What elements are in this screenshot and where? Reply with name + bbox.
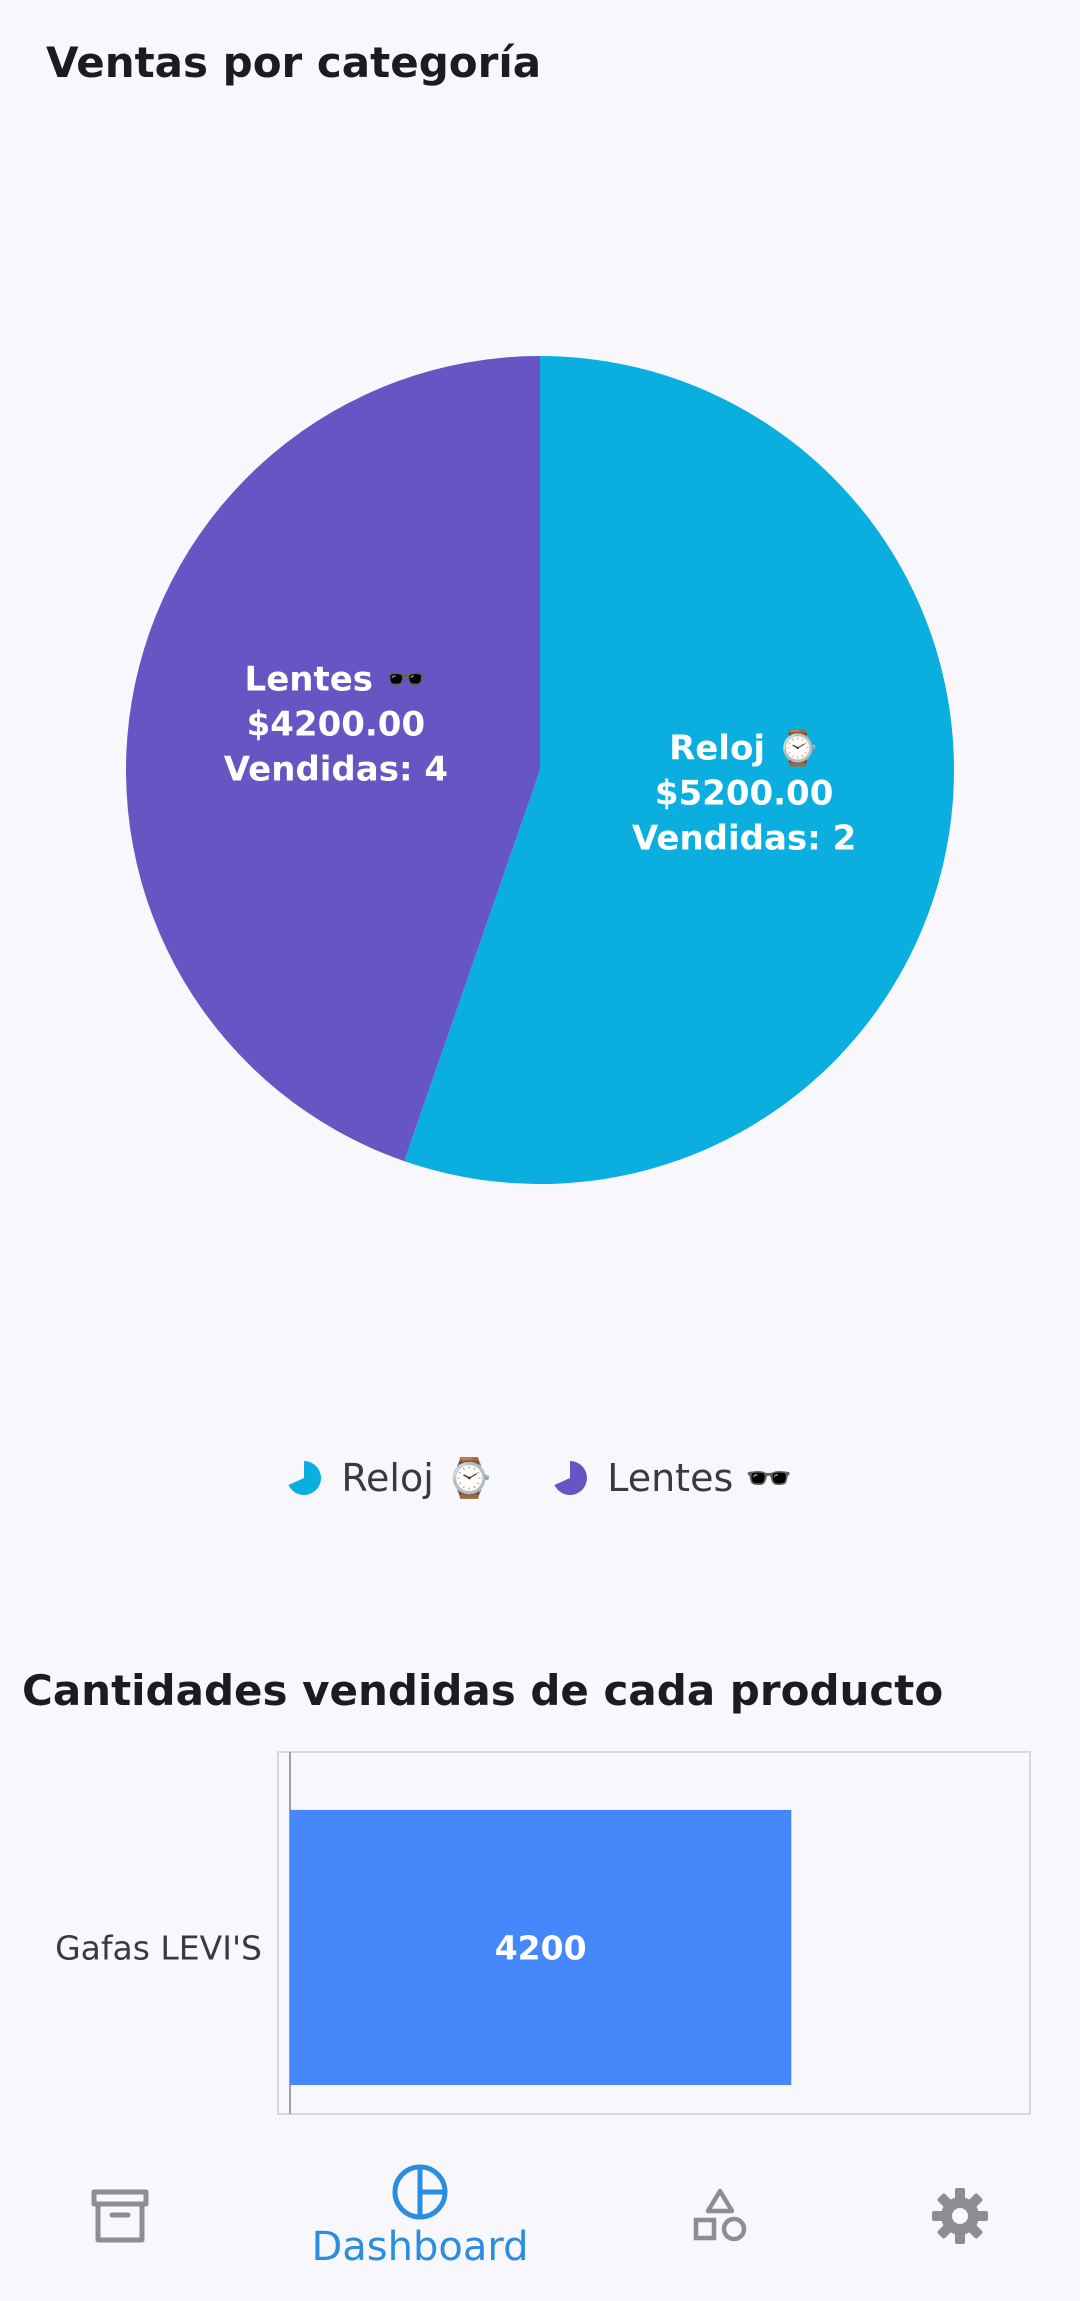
legend-label-lentes: Lentes 🕶️: [607, 1455, 793, 1500]
legend-pie-icon: [554, 1461, 588, 1495]
nav-item-dashboard[interactable]: Dashboard: [290, 2130, 550, 2301]
bar-chart[interactable]: 4200 Gafas LEVI'S: [0, 1740, 1080, 2120]
pie-label-line: Vendidas: 2: [632, 818, 856, 858]
bar-value-label-0: 4200: [495, 1928, 587, 1967]
shapes-icon: [693, 2188, 747, 2241]
pie-label-line: Lentes 🕶️: [245, 660, 428, 700]
bar-plot-frame: [277, 1751, 1031, 2115]
nav-item-settings[interactable]: [900, 2130, 1020, 2301]
bottom-navigation: Dashboard: [0, 2130, 1080, 2301]
pie-slice-1[interactable]: [125, 356, 540, 1162]
legend-item-reloj[interactable]: Reloj ⌚: [287, 1456, 493, 1501]
nav-item-categories[interactable]: [660, 2130, 780, 2301]
bar-0[interactable]: [290, 1809, 792, 2086]
pie-chart-title: Ventas por categoría: [46, 38, 542, 87]
legend-swatch-fill-0: [288, 1461, 322, 1495]
gear-icon: [932, 2187, 988, 2244]
bar-chart-title: Cantidades vendidas de cada producto: [22, 1666, 944, 1715]
pie-slice-label-0: Reloj ⌚ $5200.00 Vendidas: 2: [632, 728, 856, 858]
pie-label-line: $5200.00: [655, 773, 834, 813]
pie-legend: Reloj ⌚ Lentes 🕶️: [0, 1448, 1080, 1508]
legend-swatch-fill-1: [554, 1461, 588, 1495]
nav-item-archive[interactable]: [60, 2130, 180, 2301]
pie-label-line: Vendidas: 4: [224, 750, 448, 790]
nav-label-dashboard: Dashboard: [311, 2223, 529, 2270]
bar-category-label-0: Gafas LEVI'S: [55, 1928, 262, 1967]
pie-label-line: Reloj ⌚: [669, 728, 819, 768]
pie-chart-icon: [392, 2164, 448, 2219]
legend-pie-icon: [288, 1461, 322, 1495]
legend-label-reloj: Reloj ⌚: [341, 1455, 494, 1500]
archive-icon: [91, 2189, 149, 2242]
legend-item-lentes[interactable]: Lentes 🕶️: [553, 1455, 793, 1501]
pie-slice-label-1: Lentes 🕶️ $4200.00 Vendidas: 4: [224, 660, 448, 790]
pie-label-line: $4200.00: [247, 705, 426, 745]
pie-chart[interactable]: Reloj ⌚ $5200.00 Vendidas: 2 Lentes 🕶️ $4200…: [0, 0, 1080, 1300]
pie-slice-0[interactable]: [404, 356, 954, 1184]
